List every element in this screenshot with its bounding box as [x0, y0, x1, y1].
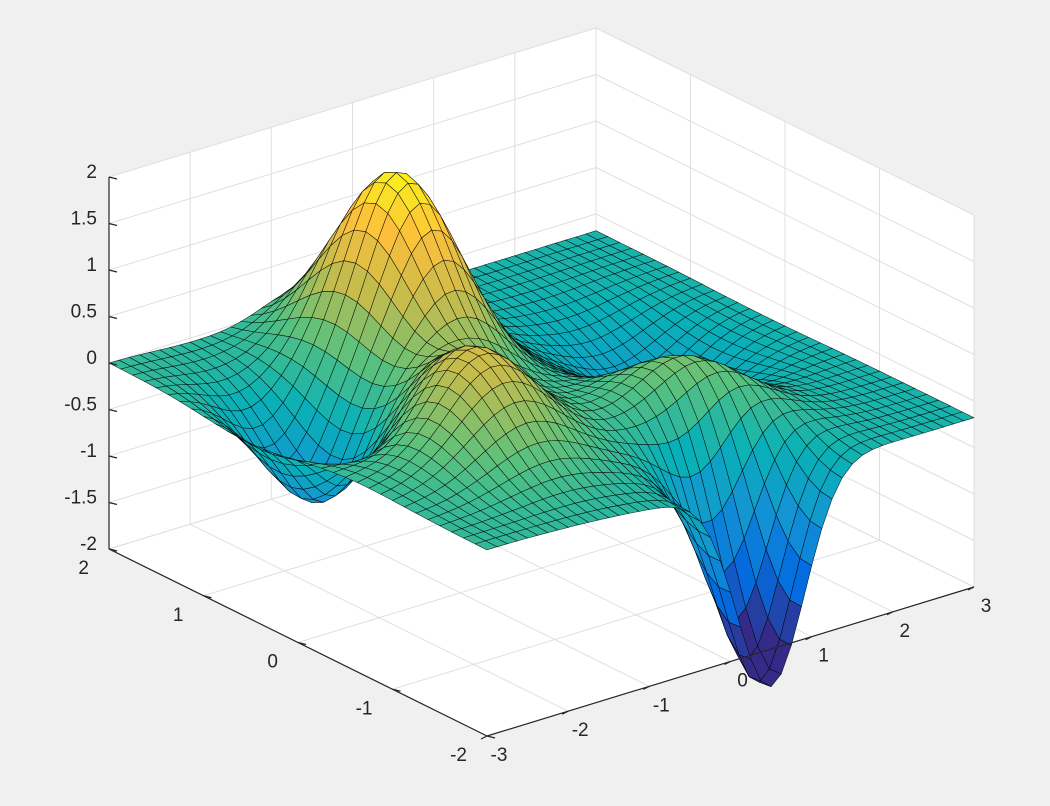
- grid-line-z-back-yz: [595, 213, 975, 402]
- surface-patch: [474, 540, 498, 551]
- y-tick-label: 1: [173, 605, 184, 626]
- z-tick-label: -2: [80, 534, 97, 555]
- grid-line-z-back-yz: [595, 167, 975, 355]
- z-tick-mark: [108, 501, 118, 506]
- y-tick-mark: [203, 595, 212, 599]
- x-tick-mark: [643, 685, 650, 690]
- z-tick-mark: [108, 455, 118, 459]
- y-tick-label: 0: [267, 652, 278, 673]
- grid-line-z-back-xz: [108, 74, 597, 224]
- z-tick-mark: [108, 548, 118, 552]
- surface-mesh: [108, 172, 975, 688]
- x-tick-label: -2: [572, 720, 589, 741]
- z-tick-mark: [108, 315, 118, 320]
- z-tick-mark: [108, 408, 118, 413]
- z-tick-label: -1.5: [64, 488, 97, 509]
- grid-line-z-back-xz: [108, 27, 597, 178]
- grid-line-z-back-yz: [595, 74, 975, 262]
- z-tick-mark: [108, 222, 118, 227]
- x-tick-label: -1: [653, 695, 670, 716]
- x-tick-mark: [480, 735, 488, 740]
- z-tick-mark: [108, 362, 118, 366]
- z-tick-label: 1.5: [71, 209, 97, 230]
- x-tick-label: 2: [900, 621, 911, 642]
- x-tick-label: 0: [737, 671, 748, 692]
- z-tick-label: -1: [80, 441, 97, 462]
- y-tick-label: -2: [450, 745, 467, 766]
- y-tick-label: -1: [356, 698, 373, 719]
- y-tick-label: 2: [78, 558, 89, 579]
- z-tick-mark: [108, 176, 118, 180]
- z-tick-label: 0: [86, 348, 97, 369]
- tick-labels: -3 -2 -1 0 1 2 3 -2 -1 0 1 2 -2 -1.5 -1 -0.5 0 0.5 1 1.5 2: [64, 162, 991, 766]
- x-tick-mark: [967, 586, 975, 591]
- x-tick-label: 3: [981, 596, 992, 617]
- y-tick-mark: [392, 688, 401, 692]
- x-tick-mark: [805, 636, 812, 641]
- z-tick-label: 1: [86, 255, 97, 276]
- x-tick-mark: [886, 611, 894, 616]
- y-tick-mark: [486, 735, 496, 739]
- grid-line-z-back-yz: [595, 120, 975, 309]
- x-tick-label: -3: [491, 745, 508, 766]
- z-tick-label: 0.5: [71, 302, 97, 323]
- z-tick-mark: [108, 269, 118, 273]
- grid-line-z-back-xz: [108, 120, 597, 271]
- grid-line-z-back-yz: [595, 27, 975, 216]
- z-tick-label: -0.5: [64, 395, 97, 416]
- x-tick-mark: [724, 660, 731, 666]
- y-tick-mark: [297, 641, 307, 646]
- x-tick-mark: [561, 710, 569, 715]
- x-tick-label: 1: [818, 646, 829, 667]
- z-tick-label: 2: [86, 162, 97, 183]
